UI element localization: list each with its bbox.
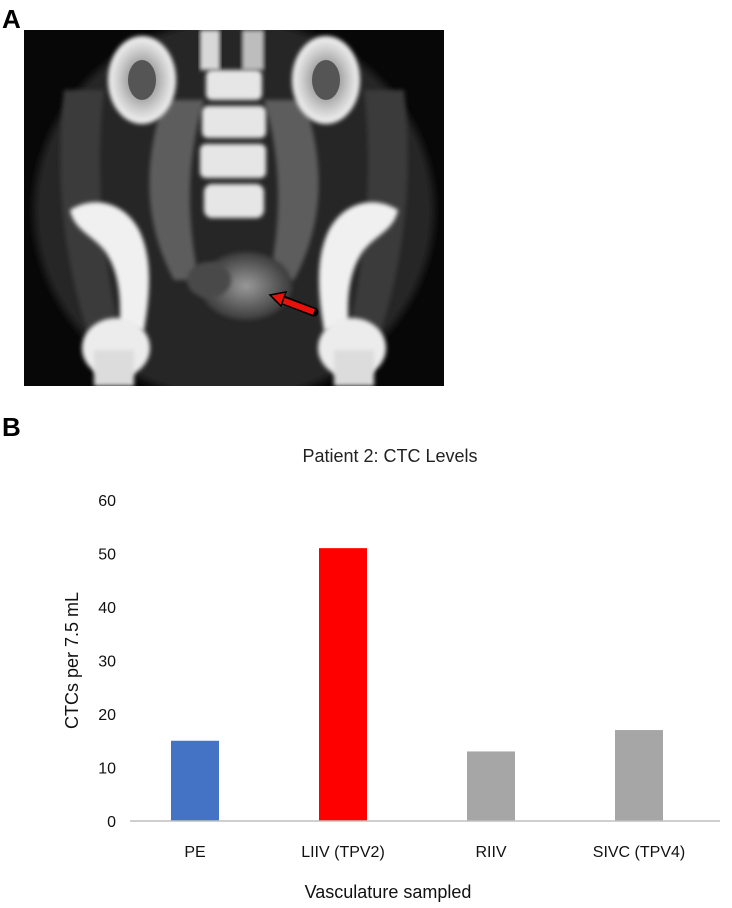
x-tick-label: LIIV (TPV2)	[301, 844, 385, 861]
ct-scan-image	[24, 30, 444, 386]
bar-riiv	[467, 751, 515, 821]
y-tick-label: 40	[98, 600, 116, 617]
x-tick-label: PE	[184, 844, 205, 861]
y-tick-label: 50	[98, 547, 116, 564]
bar-chart: Patient 2: CTC Levels 0 10 20 30 40 50 60 PE LI…	[62, 446, 720, 902]
y-axis-label: CTCs per 7.5 mL	[62, 592, 82, 729]
x-tick-label: RIIV	[475, 844, 506, 861]
panel-label-b: B	[2, 412, 21, 442]
x-tick-label: SIVC (TPV4)	[593, 844, 685, 861]
y-tick-label: 30	[98, 654, 116, 671]
bar-sivc-tpv4	[615, 730, 663, 821]
x-axis-label: Vasculature sampled	[305, 882, 472, 902]
y-tick-label: 0	[107, 814, 116, 831]
panel-label-a: A	[2, 4, 21, 34]
y-tick-label: 10	[98, 761, 116, 778]
y-tick-label: 20	[98, 707, 116, 724]
bar-liiv-tpv2	[319, 548, 367, 821]
chart-title: Patient 2: CTC Levels	[302, 446, 477, 466]
y-tick-label: 60	[98, 493, 116, 510]
red-arrow-icon	[268, 291, 319, 317]
bar-pe	[171, 740, 219, 821]
